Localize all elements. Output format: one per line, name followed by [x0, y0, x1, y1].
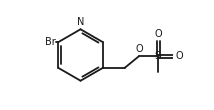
Text: N: N: [77, 17, 84, 27]
Text: O: O: [135, 44, 143, 54]
Text: O: O: [154, 29, 162, 39]
Text: S: S: [155, 51, 161, 61]
Text: O: O: [175, 51, 183, 61]
Text: Br: Br: [45, 37, 55, 47]
